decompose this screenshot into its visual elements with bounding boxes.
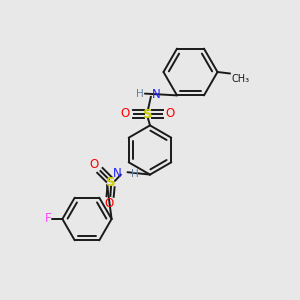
Text: O: O bbox=[121, 106, 130, 120]
Text: S: S bbox=[143, 107, 153, 121]
Text: CH₃: CH₃ bbox=[231, 74, 249, 84]
Text: O: O bbox=[90, 158, 99, 172]
Text: O: O bbox=[104, 197, 113, 210]
Text: H: H bbox=[131, 169, 139, 179]
Text: S: S bbox=[106, 176, 116, 190]
Text: N: N bbox=[152, 88, 160, 101]
Text: O: O bbox=[166, 106, 175, 120]
Text: F: F bbox=[45, 212, 52, 226]
Text: H: H bbox=[136, 89, 144, 99]
Text: N: N bbox=[113, 167, 122, 180]
